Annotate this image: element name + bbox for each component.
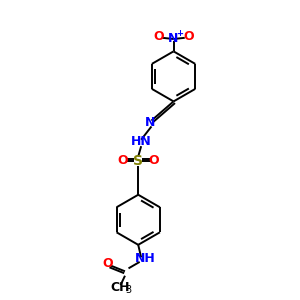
Text: N: N	[168, 32, 179, 46]
Text: 3: 3	[126, 286, 132, 296]
Text: +: +	[176, 28, 183, 38]
Text: O: O	[118, 154, 128, 167]
Text: CH: CH	[111, 281, 130, 294]
Text: O: O	[154, 30, 164, 43]
Text: NH: NH	[135, 252, 156, 266]
Text: O: O	[148, 154, 159, 167]
Text: O: O	[103, 257, 113, 271]
Text: HN: HN	[131, 135, 152, 148]
Text: O: O	[183, 30, 194, 43]
Text: S: S	[133, 154, 143, 168]
Text: N: N	[145, 116, 155, 129]
